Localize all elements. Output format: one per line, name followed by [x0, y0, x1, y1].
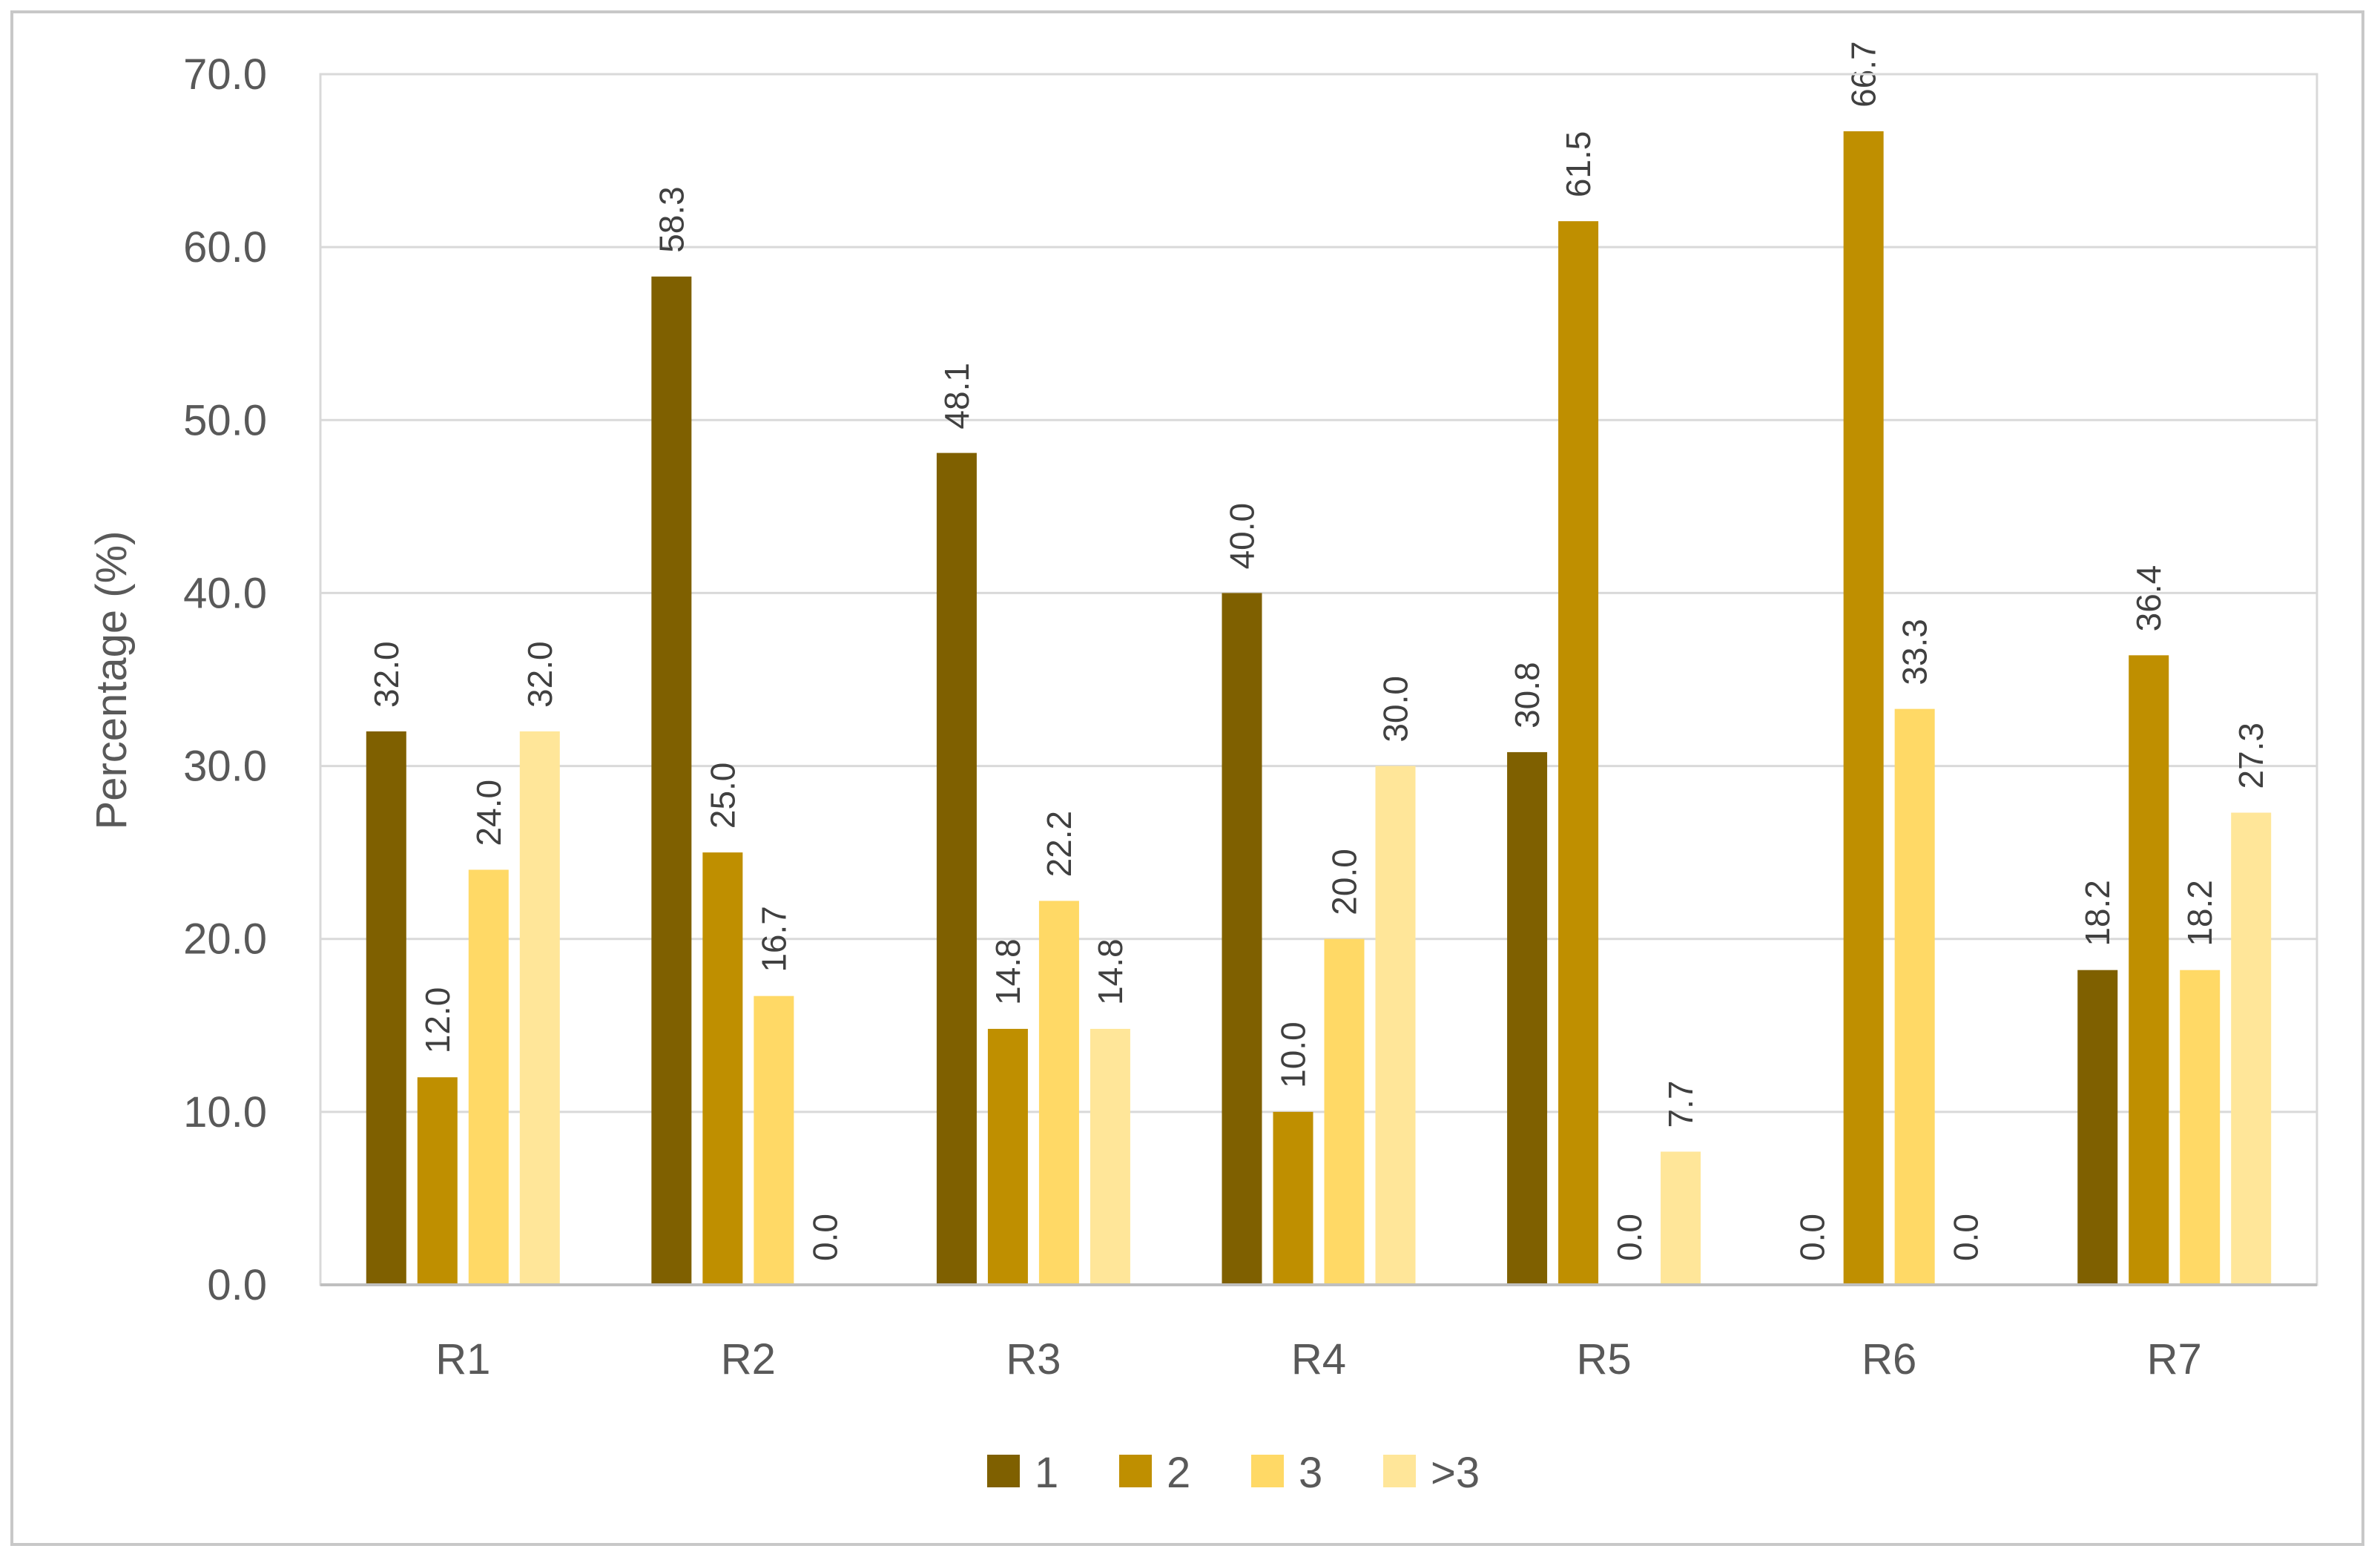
bar: [1843, 131, 1884, 1286]
data-label: 12.0: [418, 987, 457, 1054]
category-label: R3: [1006, 1335, 1061, 1383]
bar: [2231, 812, 2272, 1285]
data-label: 48.1: [937, 363, 976, 430]
data-label: 25.0: [703, 763, 742, 829]
bar: [1090, 1028, 1130, 1285]
y-axis-title: Percentage (%): [88, 531, 136, 830]
gridlines: [320, 73, 2317, 1113]
legend-label: 1: [1035, 1449, 1058, 1497]
data-label: 27.3: [2232, 723, 2270, 789]
bar: [366, 731, 406, 1285]
category-label: R4: [1291, 1335, 1346, 1383]
plot-border: [319, 73, 2318, 1286]
y-tick-label: 30.0: [183, 743, 267, 791]
data-label: 18.2: [2078, 880, 2117, 947]
bar: [417, 1077, 458, 1285]
y-axis-ticks: 0.0 10.0 20.0 30.0 40.0 50.0 60.0 70.0: [183, 50, 267, 1309]
legend-swatch: [1119, 1455, 1152, 1487]
data-label: 0.0: [1610, 1214, 1649, 1261]
y-tick-label: 60.0: [183, 223, 267, 272]
data-labels: 32.0 12.0 24.0 32.0 58.3 25.0 16.7 0.0 48.1 14.8 2…: [367, 41, 2270, 1261]
data-label: 10.0: [1274, 1021, 1313, 1088]
bar: [702, 852, 743, 1285]
plot-frame: [319, 73, 2318, 1286]
bar: [1222, 593, 1262, 1285]
category-label: R1: [435, 1335, 490, 1383]
legend-label: >3: [1431, 1449, 1480, 1497]
data-label: 36.4: [2129, 565, 2168, 632]
data-label: 30.8: [1508, 662, 1546, 728]
bar: [2180, 970, 2221, 1285]
data-label: 24.0: [469, 780, 508, 846]
bar: [468, 869, 509, 1285]
legend-label: 3: [1299, 1449, 1322, 1497]
bar: [1273, 1111, 1313, 1285]
data-label: 33.3: [1896, 619, 1934, 685]
legend-swatch: [1383, 1455, 1416, 1487]
x-axis-categories: R1 R2 R3 R4 R5 R6 R7: [435, 1335, 2202, 1383]
bars: [366, 131, 2272, 1286]
category-label: R6: [1862, 1335, 1916, 1383]
legend-swatch: [1251, 1455, 1284, 1487]
data-label: 0.0: [1793, 1214, 1832, 1261]
legend-label: 2: [1167, 1449, 1190, 1497]
bar: [754, 996, 794, 1285]
bar: [2129, 655, 2169, 1285]
category-label: R5: [1576, 1335, 1631, 1383]
bar: [519, 731, 560, 1285]
data-label: 0.0: [1947, 1214, 1985, 1261]
bar: [1558, 221, 1599, 1286]
bar: [1038, 901, 1079, 1285]
bar: [1894, 708, 1935, 1285]
bar: [1507, 751, 1548, 1285]
bar: [1375, 766, 1416, 1285]
data-label: 61.5: [1559, 131, 1598, 198]
data-label: 18.2: [2180, 880, 2219, 947]
data-label: 32.0: [521, 641, 559, 708]
bar: [1324, 938, 1365, 1285]
data-label: 58.3: [652, 186, 690, 253]
bar: [2077, 970, 2118, 1285]
y-tick-label: 0.0: [207, 1261, 267, 1309]
bar: [936, 453, 977, 1285]
data-label: 14.8: [989, 938, 1027, 1005]
data-label: 14.8: [1091, 938, 1130, 1005]
y-tick-label: 20.0: [183, 915, 267, 964]
y-tick-label: 50.0: [183, 396, 267, 444]
y-tick-label: 70.0: [183, 50, 267, 99]
legend: 1 2 3 >3: [987, 1449, 1480, 1497]
y-tick-label: 10.0: [183, 1088, 267, 1136]
data-label: 20.0: [1325, 849, 1364, 915]
data-label: 30.0: [1377, 676, 1415, 743]
data-label: 0.0: [805, 1214, 844, 1261]
bar: [1661, 1151, 1701, 1285]
data-label: 32.0: [367, 641, 406, 708]
data-label: 40.0: [1223, 503, 1262, 570]
category-label: R2: [721, 1335, 776, 1383]
y-tick-label: 40.0: [183, 569, 267, 617]
data-label: 22.2: [1040, 811, 1078, 878]
bar: [651, 276, 692, 1286]
bar: [987, 1028, 1028, 1285]
legend-swatch: [987, 1455, 1020, 1487]
data-label: 16.7: [754, 906, 793, 973]
data-label: 7.7: [1661, 1081, 1700, 1128]
category-label: R7: [2147, 1335, 2202, 1383]
